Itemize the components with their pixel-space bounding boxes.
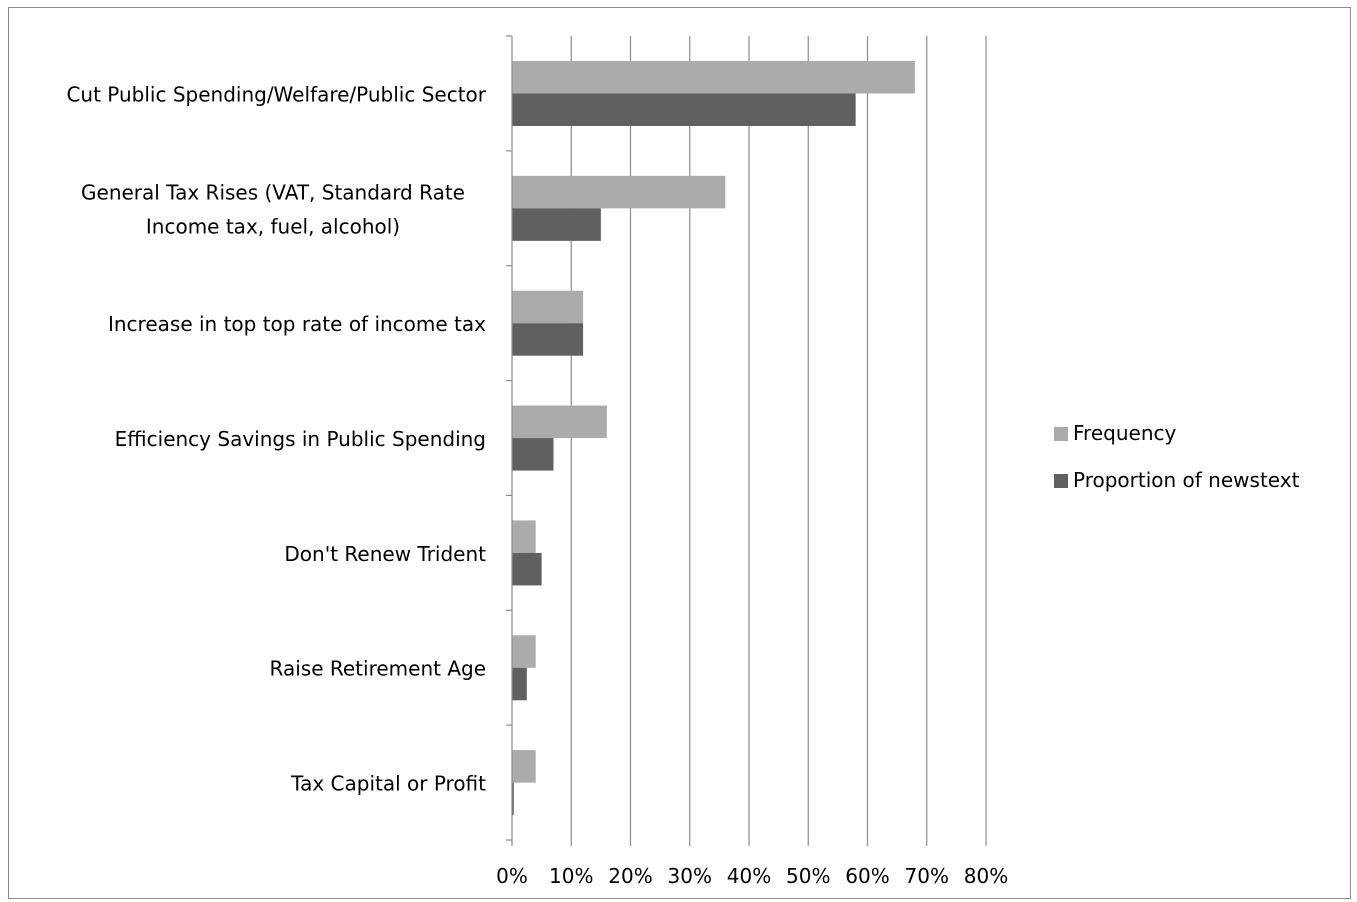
- bar-proportion-4: [512, 552, 542, 586]
- bar-proportion-3: [512, 438, 554, 471]
- category-labels: Cut Public Spending/Welfare/Public Secto…: [66, 82, 486, 795]
- category-label: Cut Public Spending/Welfare/Public Secto…: [66, 82, 486, 106]
- bar-frequency-0: [512, 61, 915, 94]
- x-tick-label: 60%: [845, 864, 889, 888]
- legend-label-0: Frequency: [1073, 421, 1176, 445]
- bar-proportion-0: [512, 93, 856, 126]
- legend-swatch-1: [1054, 474, 1068, 488]
- chart-frame: [8, 7, 1351, 899]
- x-tick-label: 10%: [549, 864, 593, 888]
- bars: [512, 61, 915, 816]
- category-label: Income tax, fuel, alcohol): [146, 214, 400, 238]
- x-tick-label: 0%: [496, 864, 528, 888]
- category-axis: [506, 35, 987, 846]
- bar-frequency-3: [512, 405, 607, 439]
- value-axis-ticks: 0% 10% 20% 30% 40% 50% 60% 70% 80%: [496, 864, 1008, 888]
- bar-proportion-5: [512, 667, 527, 701]
- x-tick-label: 50%: [786, 864, 830, 888]
- x-tick-label: 70%: [905, 864, 949, 888]
- x-tick-label: 30%: [668, 864, 712, 888]
- category-label: Efficiency Savings in Public Spending: [115, 427, 486, 451]
- legend-label-1: Proportion of newstext: [1073, 468, 1300, 492]
- legend-swatch-0: [1054, 427, 1068, 441]
- x-tick-label: 80%: [964, 864, 1008, 888]
- category-label: Tax Capital or Profit: [290, 772, 486, 796]
- bar-frequency-2: [512, 290, 584, 324]
- bar-proportion-6: [512, 782, 514, 816]
- bar-frequency-5: [512, 635, 536, 668]
- category-label: Raise Retirement Age: [270, 657, 486, 681]
- x-tick-label: 40%: [727, 864, 771, 888]
- bar-proportion-2: [512, 323, 584, 356]
- bar-proportion-1: [512, 208, 601, 241]
- bar-frequency-6: [512, 750, 536, 783]
- x-tick-label: 20%: [608, 864, 652, 888]
- gridlines: [570, 36, 987, 840]
- category-label: Increase in top top rate of income tax: [108, 312, 486, 336]
- legend: Frequency Proportion of newstext: [1054, 421, 1300, 492]
- category-label: Don't Renew Trident: [284, 542, 486, 566]
- category-label: General Tax Rises (VAT, Standard Rate: [81, 180, 465, 204]
- bar-frequency-4: [512, 520, 536, 553]
- bar-frequency-1: [512, 175, 726, 209]
